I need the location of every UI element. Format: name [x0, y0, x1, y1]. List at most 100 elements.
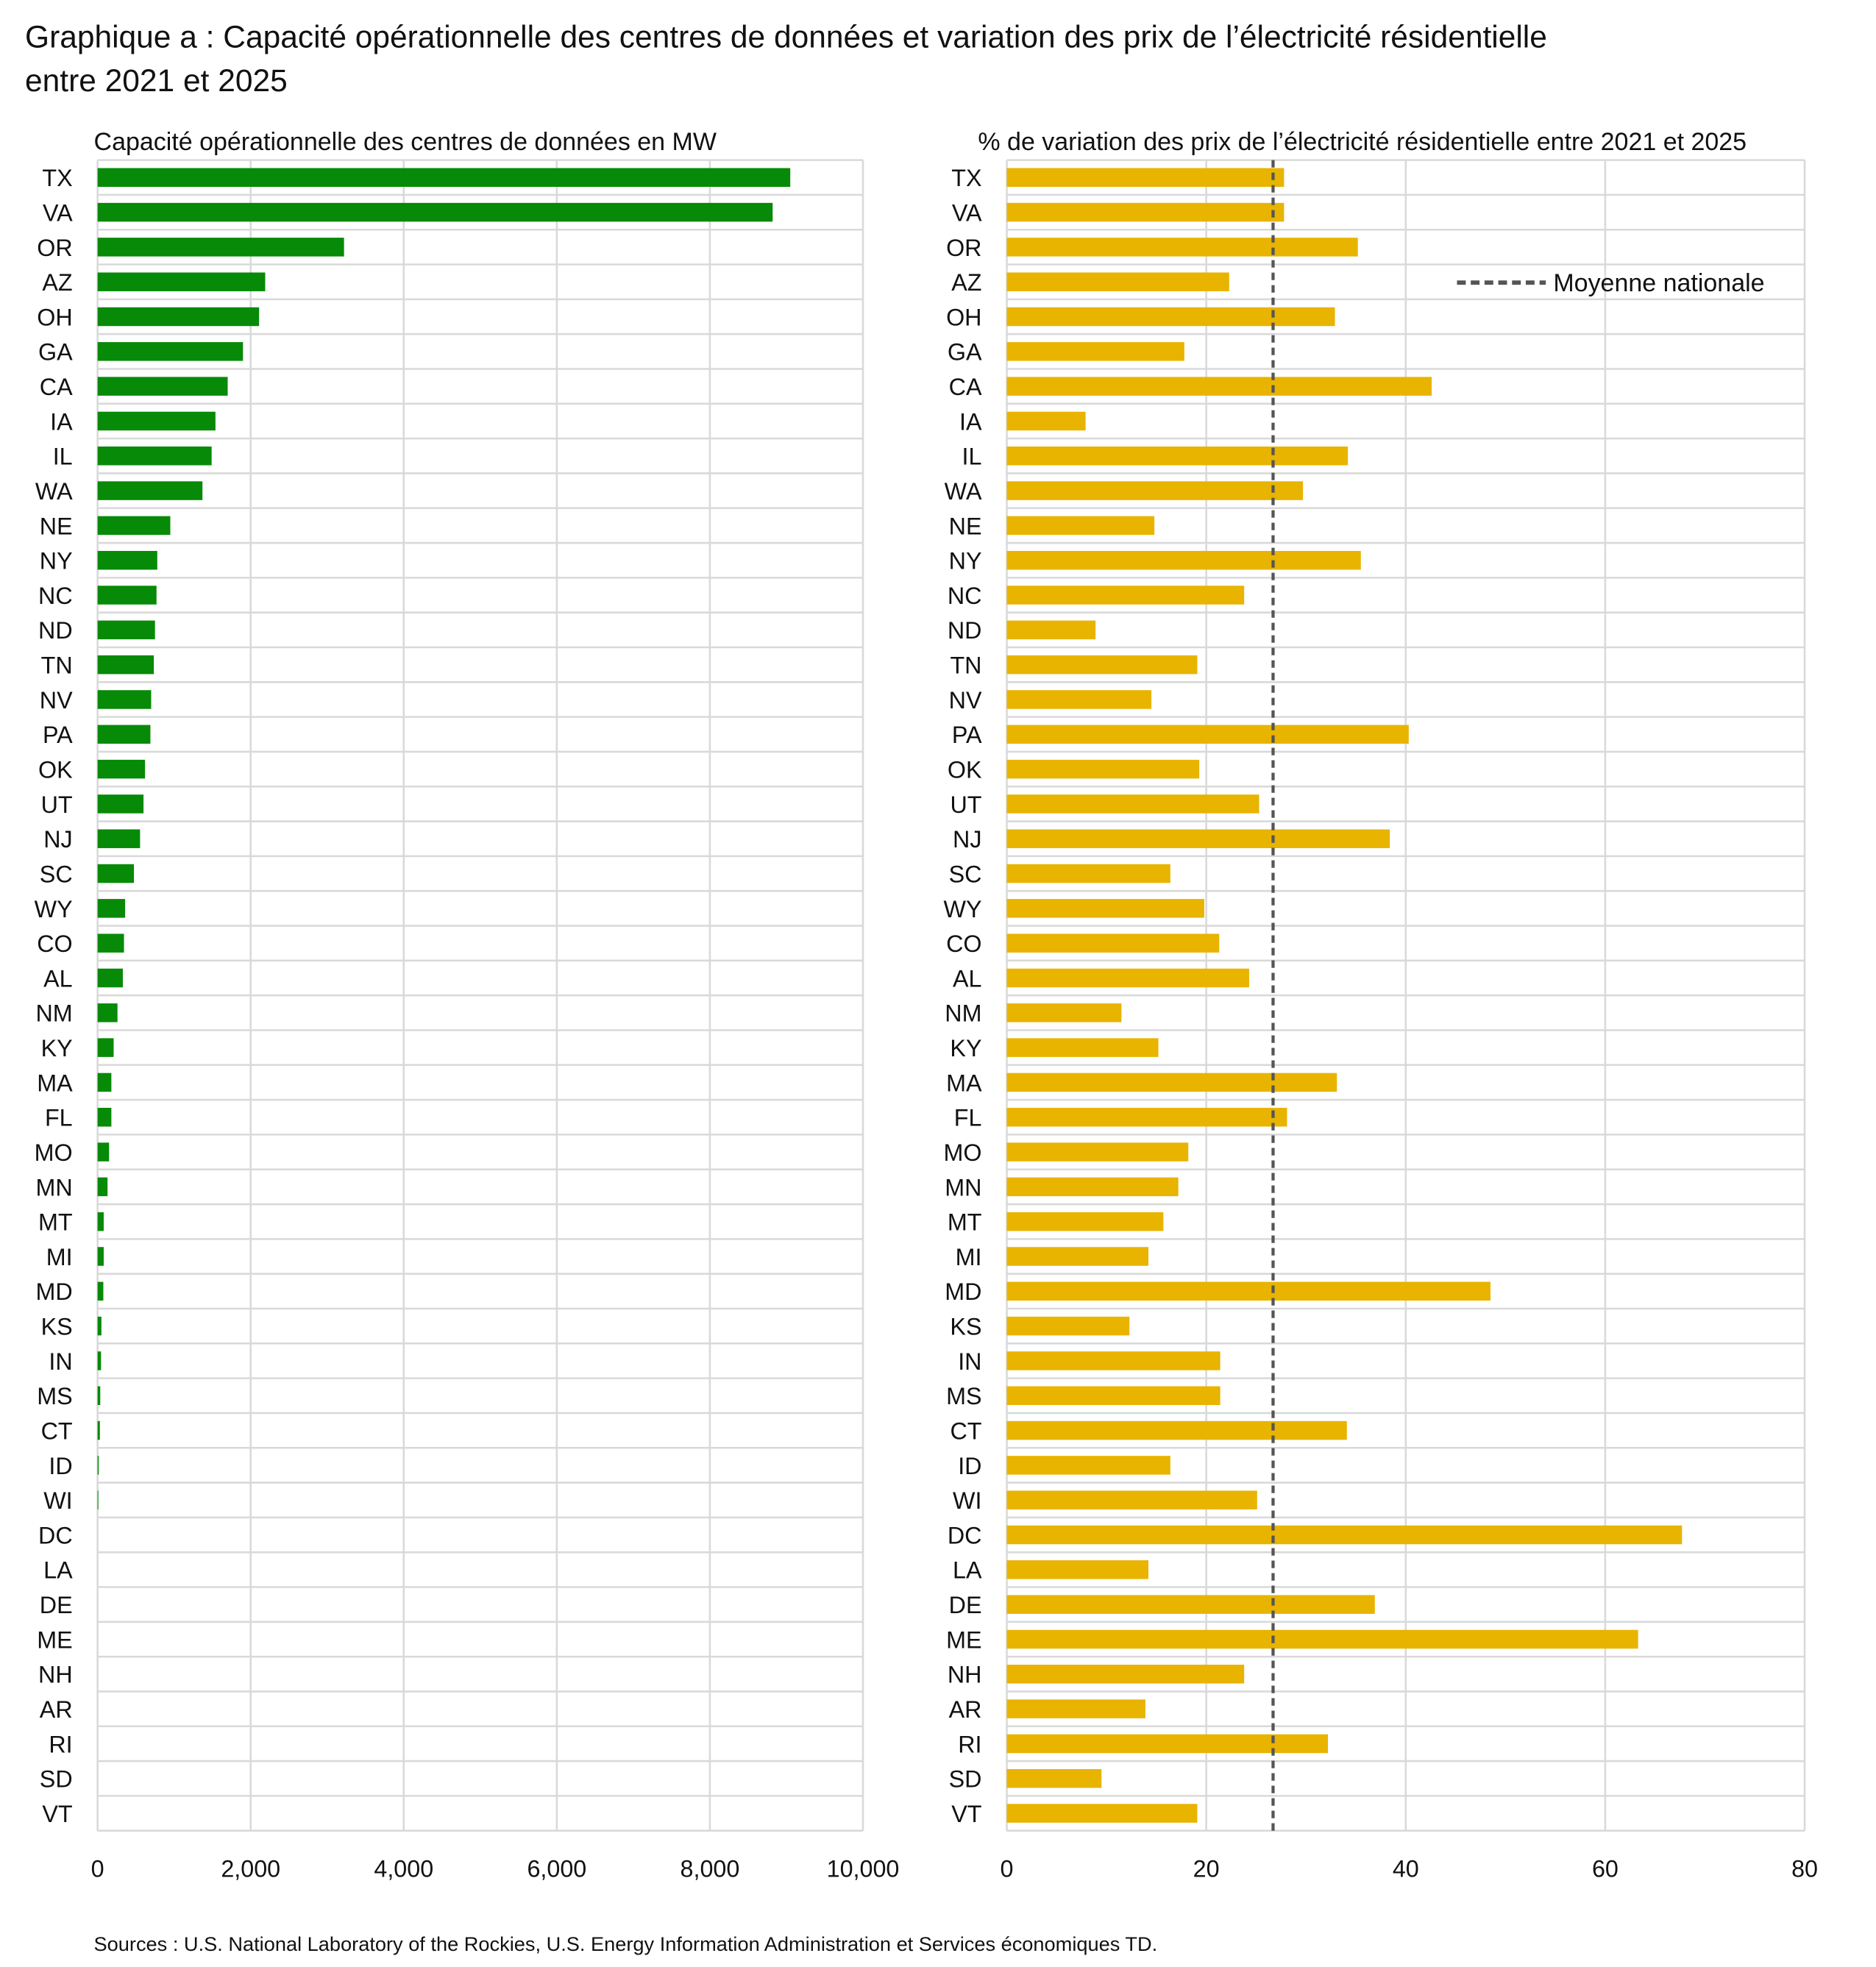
y-tick-label: MN	[35, 1174, 72, 1201]
y-tick-label: NC	[948, 583, 982, 609]
bar-wa	[1006, 481, 1304, 500]
bar-ma	[1006, 1073, 1337, 1092]
y-tick-label: FL	[954, 1105, 982, 1131]
bar-ar	[1006, 1699, 1145, 1718]
bar-ut	[1006, 794, 1259, 814]
y-tick-label: SD	[40, 1766, 73, 1793]
bar-fl	[97, 1108, 112, 1127]
y-tick-label: NM	[35, 1000, 72, 1027]
y-tick-label: NY	[40, 548, 73, 575]
x-tick-label: 0	[91, 1856, 104, 1882]
y-tick-label: OH	[37, 304, 72, 330]
x-tick-label: 80	[1791, 1856, 1818, 1882]
bar-il	[1006, 447, 1349, 466]
bar-al	[1006, 968, 1249, 988]
y-tick-label: OK	[38, 757, 73, 783]
y-tick-label: CT	[41, 1418, 73, 1444]
bar-me	[1006, 1629, 1638, 1649]
y-tick-label: TN	[41, 652, 73, 679]
chart-datacenter-capacity: Capacité opérationnelle des centres de d…	[35, 128, 900, 1882]
y-tick-label: CA	[40, 374, 73, 400]
bar-ri	[1006, 1734, 1329, 1754]
bar-ny	[97, 550, 157, 570]
y-tick-label: ND	[948, 617, 982, 644]
bar-ms	[97, 1386, 101, 1406]
bar-id	[1006, 1456, 1170, 1475]
x-tick-label: 0	[1001, 1856, 1014, 1882]
bar-in	[97, 1351, 102, 1370]
bar-or	[97, 238, 344, 257]
bar-sc	[97, 864, 135, 883]
y-tick-label: ND	[38, 617, 73, 644]
y-tick-label: NV	[949, 687, 982, 714]
y-tick-label: DC	[948, 1522, 982, 1548]
y-tick-label: IA	[959, 408, 982, 435]
figure-title: Graphique a : Capacité opérationnelle de…	[25, 21, 1547, 55]
y-tick-label: SC	[949, 861, 982, 887]
y-tick-label: IL	[53, 444, 73, 470]
y-tick-label: CO	[946, 931, 981, 957]
bar-id	[97, 1456, 99, 1475]
bar-fl	[1006, 1108, 1287, 1127]
bar-ky	[1006, 1038, 1159, 1057]
bar-mt	[97, 1212, 104, 1231]
y-tick-label: UT	[41, 792, 73, 818]
bar-ok	[97, 759, 146, 779]
y-tick-label: OK	[948, 757, 982, 783]
y-tick-label: NJ	[43, 826, 72, 853]
x-tick-label: 10,000	[827, 1856, 900, 1882]
x-tick-label: 4,000	[374, 1856, 433, 1882]
bar-mn	[97, 1177, 108, 1197]
bar-nd	[1006, 620, 1096, 640]
bar-il	[97, 447, 212, 466]
bar-md	[1006, 1281, 1491, 1301]
y-tick-label: AL	[953, 965, 982, 992]
y-tick-label: PA	[43, 722, 73, 748]
y-tick-label: DE	[949, 1592, 982, 1618]
x-tick-label: 40	[1393, 1856, 1419, 1882]
bar-ny	[1006, 550, 1361, 570]
bar-ct	[97, 1420, 100, 1440]
bar-de	[1006, 1595, 1375, 1614]
bar-ok	[1006, 759, 1200, 779]
bar-dc	[1006, 1525, 1683, 1545]
y-tick-label: MA	[37, 1070, 73, 1096]
bar-md	[97, 1281, 104, 1301]
y-tick-label: ME	[37, 1626, 72, 1653]
bar-in	[1006, 1351, 1221, 1370]
y-tick-label: SC	[40, 861, 73, 887]
y-tick-label: ID	[958, 1453, 981, 1479]
y-tick-label: WI	[953, 1487, 981, 1514]
bar-az	[1006, 272, 1229, 291]
bar-wy	[97, 899, 126, 918]
bar-mo	[97, 1142, 110, 1162]
y-tick-label: OH	[946, 304, 981, 330]
bar-mn	[1006, 1177, 1179, 1197]
y-tick-label: MO	[943, 1139, 981, 1166]
y-tick-label: NV	[40, 687, 73, 714]
bar-ga	[1006, 342, 1184, 361]
y-tick-label: MN	[945, 1174, 981, 1201]
chart-electricity-price-change: % de variation des prix de l’électricité…	[943, 128, 1818, 1882]
bar-ks	[1006, 1316, 1130, 1336]
x-tick-label: 8,000	[681, 1856, 740, 1882]
y-tick-label: IA	[50, 408, 73, 435]
bar-ga	[97, 342, 244, 361]
bar-wy	[1006, 899, 1204, 918]
y-tick-label: IN	[49, 1348, 72, 1375]
bar-az	[97, 272, 266, 291]
bar-nj	[1006, 829, 1390, 848]
bar-nm	[1006, 1003, 1122, 1022]
y-tick-label: LA	[953, 1557, 982, 1584]
bar-tn	[1006, 655, 1198, 675]
bar-ks	[97, 1316, 102, 1336]
x-tick-label: 60	[1592, 1856, 1619, 1882]
bar-pa	[1006, 725, 1409, 744]
y-tick-label: IN	[958, 1348, 981, 1375]
bar-ma	[97, 1073, 112, 1092]
y-tick-label: OR	[37, 235, 72, 261]
y-tick-label: VA	[952, 199, 982, 226]
y-tick-label: ME	[946, 1626, 981, 1653]
bar-mi	[97, 1247, 104, 1266]
bar-ne	[1006, 516, 1155, 536]
